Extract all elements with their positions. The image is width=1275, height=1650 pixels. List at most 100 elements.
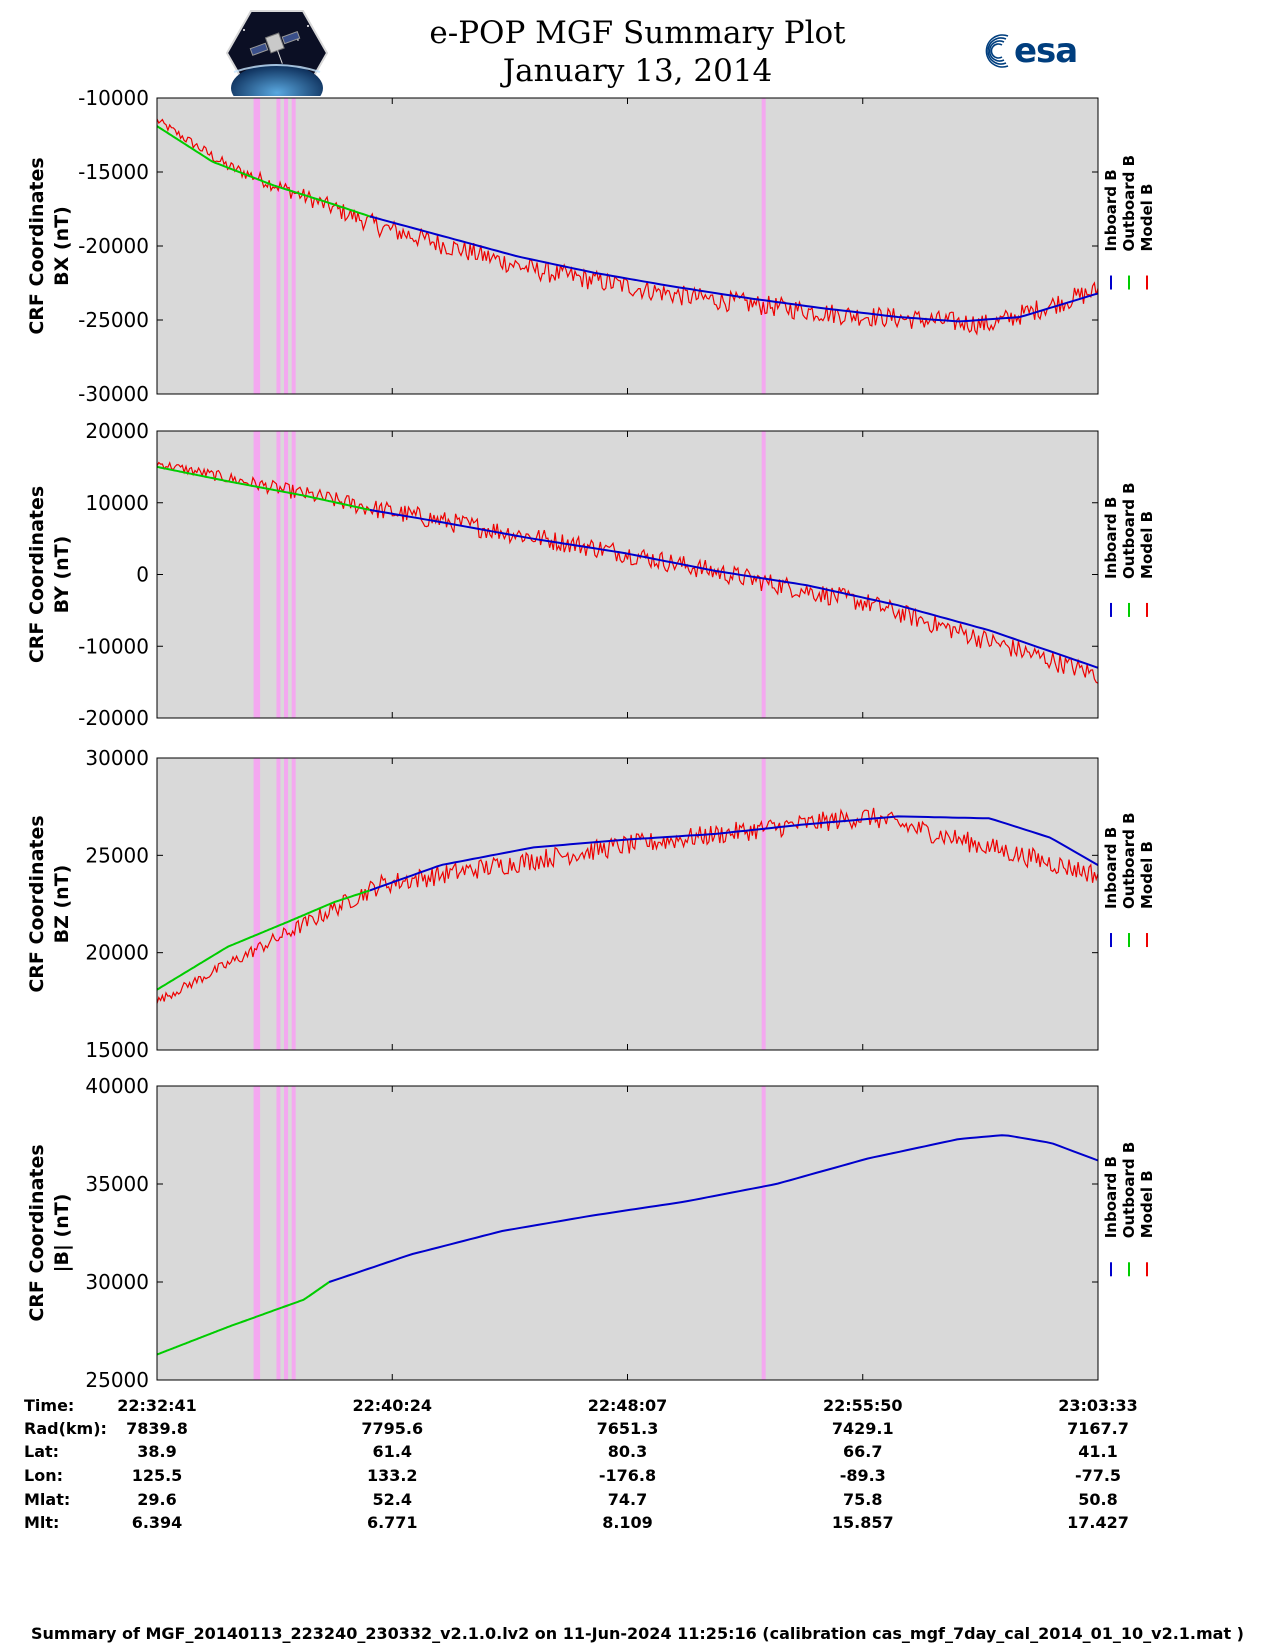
legend-label: Outboard B <box>1120 1142 1138 1239</box>
y-tick-label: -15000 <box>78 160 149 184</box>
highlight-band <box>761 758 766 1050</box>
esa-logo: esa <box>978 30 1088 72</box>
ephemeris-value: 7795.6 <box>361 1419 424 1438</box>
ephemeris-value: 23:03:33 <box>1058 1396 1138 1415</box>
panel-3: 30000 25000 20000 15000 CRF Coordinates BZ (n… <box>26 746 1156 1062</box>
ephemeris-value: 17.427 <box>1067 1513 1129 1532</box>
plot-title: e-POP MGF Summary Plot <box>429 15 846 51</box>
ephemeris-value: 38.9 <box>137 1442 177 1461</box>
y-axis-label: CRF Coordinates <box>26 157 48 334</box>
legend-label: Outboard B <box>1120 155 1138 252</box>
ephemeris-value: 6.394 <box>131 1513 183 1532</box>
ephemeris-value: 50.8 <box>1078 1490 1118 1509</box>
highlight-band <box>761 431 766 718</box>
highlight-band <box>253 431 258 718</box>
highlight-band <box>291 758 296 1050</box>
ephemeris-value: 22:48:07 <box>587 1396 668 1415</box>
y-axis-label-units: |B| (nT) <box>51 1194 73 1273</box>
ephemeris-value: 15.857 <box>831 1513 894 1532</box>
y-tick-label: 20000 <box>85 419 149 443</box>
highlight-band <box>253 98 258 394</box>
y-axis-label-units: BZ (nT) <box>51 865 73 944</box>
series-model-b <box>156 118 1099 336</box>
ephemeris-row-label: Rad(km): <box>24 1419 107 1438</box>
footer-summary: Summary of MGF_20140113_223240_230332_v2… <box>31 1624 1244 1643</box>
y-axis-label: CRF Coordinates <box>26 486 48 663</box>
y-tick-label: -20000 <box>78 234 149 258</box>
plot-area <box>157 1086 1098 1380</box>
ephemeris-value: 41.1 <box>1078 1442 1118 1461</box>
highlight-band <box>761 98 766 394</box>
ephemeris-value: 6.771 <box>366 1513 418 1532</box>
y-tick-label: 10000 <box>85 491 149 515</box>
ephemeris-value: 74.7 <box>607 1490 648 1509</box>
panel-4: 40000 35000 30000 25000 CRF Coordinates |B| (… <box>26 1074 1156 1392</box>
y-axis-label: CRF Coordinates <box>26 1144 48 1321</box>
highlight-band <box>256 1086 261 1380</box>
ephemeris-row-label: Mlt: <box>24 1513 60 1532</box>
legend-label: Model B <box>1138 1170 1156 1238</box>
series-inboard-b <box>369 508 1099 669</box>
plot-date: January 13, 2014 <box>502 53 773 89</box>
ephemeris-value: 7839.8 <box>126 1419 188 1438</box>
ephemeris-row-label: Lon: <box>24 1466 63 1485</box>
highlight-band <box>253 1086 258 1380</box>
y-axis-label-units: BX (nT) <box>51 206 73 286</box>
highlight-band <box>256 98 261 394</box>
ephemeris-value: -176.8 <box>598 1466 657 1485</box>
y-tick-label: 25000 <box>85 1368 149 1392</box>
ephemeris-value: 22:40:24 <box>352 1396 433 1415</box>
ephemeris-value: 22:55:50 <box>822 1396 903 1415</box>
legend-label: Inboard B <box>1102 169 1120 251</box>
y-tick-label: 0 <box>136 563 149 587</box>
ephemeris-row-label: Mlat: <box>24 1490 71 1509</box>
ephemeris-value: 7429.1 <box>831 1419 894 1438</box>
ephemeris-row-label: Lat: <box>24 1442 60 1461</box>
highlight-band <box>276 1086 281 1380</box>
series-outboard-b <box>156 465 371 511</box>
ephemeris-value: -77.5 <box>1074 1466 1122 1485</box>
series-outboard-b <box>156 889 371 991</box>
ephemeris-value: 75.8 <box>843 1490 883 1509</box>
plot-area <box>157 431 1098 718</box>
series-inboard-b <box>369 215 1099 323</box>
legend-label: Model B <box>1138 511 1156 579</box>
panel-1: -10000 -15000 -20000 -25000 -30000 CRF Coordi… <box>26 86 1156 406</box>
y-tick-label: 15000 <box>85 1038 149 1062</box>
highlight-band <box>761 1086 766 1380</box>
series-model-b <box>156 807 1099 1004</box>
y-tick-label: 30000 <box>85 746 149 770</box>
y-tick-label: -10000 <box>78 86 149 110</box>
y-tick-label: 30000 <box>85 1270 149 1294</box>
legend-label: Inboard B <box>1102 827 1120 909</box>
ephemeris-row-label: Time: <box>24 1396 75 1415</box>
ephemeris-value: 7167.7 <box>1067 1419 1129 1438</box>
legend-label: Outboard B <box>1120 812 1138 909</box>
highlight-band <box>256 431 261 718</box>
highlight-band <box>284 758 289 1050</box>
highlight-band <box>276 98 281 394</box>
esa-logo-text: esa <box>1014 31 1078 71</box>
ephemeris-value: 66.7 <box>843 1442 883 1461</box>
y-tick-label: 25000 <box>85 843 149 867</box>
ephemeris-value: 29.6 <box>137 1490 177 1509</box>
highlight-band <box>291 98 296 394</box>
highlight-band <box>284 431 289 718</box>
highlight-band <box>256 758 261 1050</box>
legend-label: Outboard B <box>1120 482 1138 579</box>
highlight-band <box>284 1086 289 1380</box>
highlight-band <box>276 431 281 718</box>
y-axis-label: CRF Coordinates <box>26 815 48 992</box>
ephemeris-value: 80.3 <box>607 1442 648 1461</box>
ephemeris-value: 22:32:41 <box>117 1396 197 1415</box>
panel-2: 20000 10000 0 -10000 -20000 CRF Coordinates BY… <box>26 419 1156 730</box>
series-outboard-b <box>156 125 371 218</box>
ephemeris-value: 125.5 <box>131 1466 183 1485</box>
ephemeris-value: 7651.3 <box>596 1419 659 1438</box>
ephemeris-value: 61.4 <box>372 1442 412 1461</box>
highlight-band <box>253 758 258 1050</box>
ephemeris-value: 52.4 <box>372 1490 412 1509</box>
legend-label: Model B <box>1138 184 1156 252</box>
series-outboard-b <box>156 1281 330 1356</box>
highlight-band <box>291 1086 296 1380</box>
